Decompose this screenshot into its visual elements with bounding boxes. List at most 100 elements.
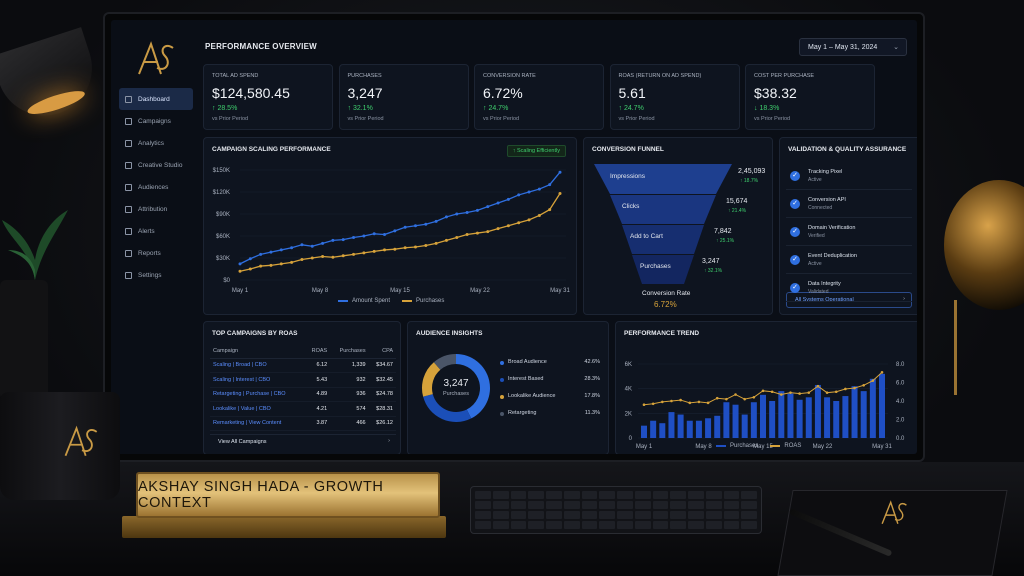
table-row[interactable]: Retargeting | Purchase | CBO 4.89 936 $24.7…	[210, 387, 396, 402]
data-point	[393, 229, 397, 233]
sidebar-nav: Dashboard Campaigns Analytics Creative Stud…	[119, 88, 193, 286]
bar	[732, 404, 739, 438]
keyboard-key	[581, 491, 598, 499]
data-point	[331, 238, 335, 242]
audience-segment: Broad Audience 42.6%	[500, 356, 600, 373]
sidebar-item-reports[interactable]: Reports	[119, 242, 193, 264]
segment-pct: 11.3%	[584, 410, 600, 416]
bar	[659, 423, 666, 438]
data-point	[434, 241, 438, 245]
sidebar-item-settings[interactable]: Settings	[119, 264, 193, 286]
data-point	[537, 213, 541, 217]
data-point	[372, 249, 376, 253]
data-point	[558, 170, 562, 174]
column-header[interactable]: CPA	[368, 344, 396, 359]
table-row[interactable]: Remarketing | View Content 3.87 466 $26.12	[210, 416, 396, 431]
data-point	[548, 208, 552, 212]
bar	[641, 425, 647, 438]
funnel-stage-value: 7,842	[714, 228, 732, 235]
data-point	[548, 183, 552, 187]
campaign-name-link[interactable]: Retargeting | Purchase | CBO	[210, 387, 305, 402]
keyboard-key	[510, 511, 527, 519]
sidebar-item-analytics[interactable]: Analytics	[119, 132, 193, 154]
roas-point	[743, 397, 746, 401]
column-header[interactable]: Campaign	[210, 344, 305, 359]
y-tick-label: $30K	[216, 256, 230, 262]
campaign-name-link[interactable]: Scaling | Broad | CBO	[210, 358, 305, 373]
view-all-campaigns-link[interactable]: View All Campaigns ›	[210, 434, 396, 450]
sidebar-item-campaigns[interactable]: Campaigns	[119, 110, 193, 132]
keyboard-key	[652, 521, 669, 529]
segment-name: Retargeting	[508, 410, 537, 416]
data-point	[372, 232, 376, 236]
funnel-stage-impressions	[594, 164, 732, 194]
table-cell: 6.12	[304, 358, 331, 373]
data-point	[383, 248, 387, 252]
audience-segment: Lookalike Audience 17.8%	[500, 390, 600, 407]
y-tick-label: $60K	[216, 234, 230, 240]
validation-status: Validated	[808, 289, 829, 295]
segment-pct: 17.8%	[584, 393, 600, 399]
kpi-change: ↑ 32.1%	[347, 105, 373, 112]
all-systems-operational-button[interactable]: All Systems Operational ›	[786, 292, 912, 308]
chevron-down-icon: ⌄	[893, 44, 899, 51]
campaign-name-link[interactable]: Remarketing | View Content	[210, 416, 305, 431]
campaign-name-link[interactable]: Scaling | Interest | CBO	[210, 372, 305, 388]
scaling-chart: $0 $30K $60K $90K $120K $150K May 1 May 8 May 15…	[213, 168, 571, 294]
data-point	[290, 246, 294, 250]
check-icon: ✓	[790, 199, 800, 209]
x-tick-label: May 15	[390, 288, 410, 294]
bell-icon	[125, 227, 132, 235]
roas-point	[734, 393, 737, 396]
kpi-card: CONVERSION RATE 6.72% ↑ 24.7% vs Prior Peri…	[474, 64, 604, 130]
column-header[interactable]: Purchases	[330, 344, 369, 359]
campaign-name-link[interactable]: Lookalike | Value | CBO	[210, 401, 305, 417]
table-cell: $32.45	[368, 372, 396, 388]
keyboard-key	[475, 491, 491, 499]
data-point	[300, 257, 304, 261]
x-tick-label: May 8	[695, 444, 712, 450]
keyboard-key	[723, 491, 740, 499]
sidebar-item-audiences[interactable]: Audiences	[119, 176, 193, 198]
data-point	[527, 218, 531, 222]
gear-icon	[125, 271, 132, 279]
column-header[interactable]: ROAS	[304, 344, 331, 359]
data-point	[506, 224, 510, 228]
kpi-card: ROAS (RETURN ON AD SPEND) 5.61 ↑ 24.7% vs P…	[609, 64, 740, 130]
table-row[interactable]: Lookalike | Value | CBO 4.21 574 $28.31	[210, 401, 396, 417]
table-cell: 932	[330, 372, 369, 388]
scaling-badge: ↑ Scaling Efficiently	[506, 145, 566, 157]
sidebar-item-dashboard[interactable]: Dashboard	[119, 88, 193, 110]
sidebar-item-attribution[interactable]: Attribution	[119, 198, 193, 220]
data-point	[475, 231, 479, 235]
date-range-selector[interactable]: May 1 – May 31, 2024 ⌄	[799, 38, 907, 56]
keyboard-key	[723, 521, 740, 529]
data-point	[455, 235, 459, 239]
keyboard-key	[599, 491, 615, 499]
table-cell: 1,339	[330, 358, 369, 373]
table-row[interactable]: Scaling | Interest | CBO 5.43 932 $32.45	[210, 372, 396, 388]
roas-point	[715, 396, 719, 400]
kpi-sub: vs Prior Period	[483, 116, 520, 122]
roas-point	[770, 390, 774, 394]
x-tick-label: May 22	[470, 288, 490, 294]
keyboard-key	[670, 491, 686, 499]
kpi-value: 6.72%	[483, 85, 523, 101]
kpi-sub: vs Prior Period	[212, 116, 249, 122]
brand-logo	[138, 41, 174, 75]
bar	[695, 420, 702, 438]
keyboard-key	[599, 511, 615, 519]
table-row[interactable]: Scaling | Broad | CBO 6.12 1,339 $34.67	[210, 358, 396, 373]
sidebar-item-label: Analytics	[138, 139, 165, 147]
data-point	[455, 212, 459, 216]
scaling-legend: Amount Spent Purchases	[338, 298, 444, 304]
sidebar-item-alerts[interactable]: Alerts	[119, 220, 193, 242]
bar	[723, 402, 730, 438]
y-tick-right: 6.0	[896, 381, 905, 387]
data-point	[248, 267, 252, 271]
trend-legend: Purchases ROAS	[716, 443, 801, 449]
table-cell: 3.87	[304, 416, 331, 431]
table-cell: $24.78	[368, 387, 396, 402]
chevron-right-icon: ›	[903, 296, 905, 302]
sidebar-item-creative-studio[interactable]: Creative Studio	[119, 154, 193, 176]
